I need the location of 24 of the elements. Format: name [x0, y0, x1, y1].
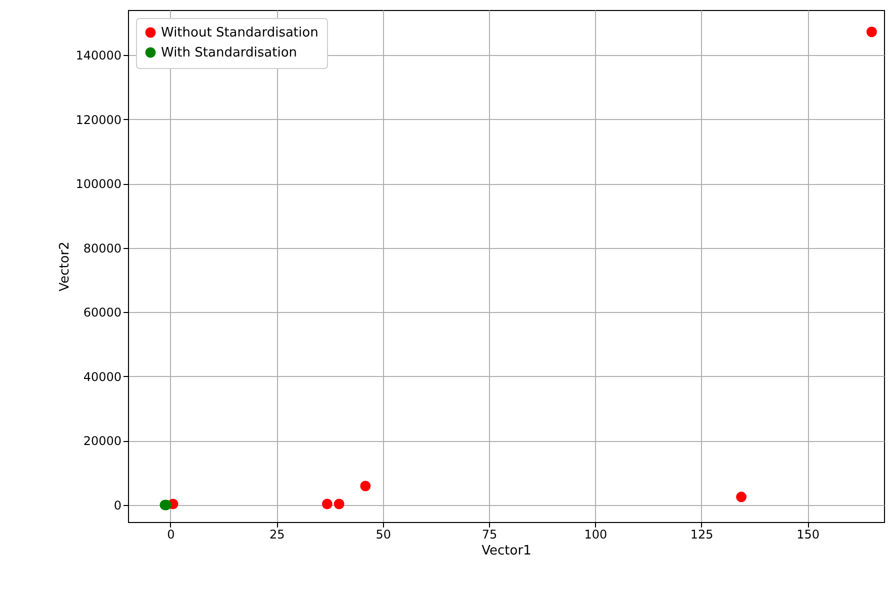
y-tick-label: 120000	[76, 112, 122, 127]
x-tick-label: 100	[584, 528, 608, 542]
point	[334, 498, 344, 510]
point	[360, 480, 371, 492]
y-tick-label: 40000	[83, 370, 122, 384]
y-tick-label: 140000	[76, 48, 122, 62]
x-axis-title: Vector1	[482, 544, 532, 558]
x-tick-label: 125	[690, 528, 714, 542]
x-tick-label: 0	[167, 528, 175, 542]
x-tick-label: 150	[796, 528, 820, 542]
y-tick-label: 0	[114, 498, 122, 512]
x-tick-label: 50	[376, 528, 391, 542]
y-axis-title: Vector2	[58, 242, 73, 292]
point	[322, 498, 332, 510]
y-tick-label: 20000	[83, 434, 122, 448]
y-tick-label: 100000	[76, 177, 122, 192]
point	[866, 26, 877, 38]
x-tick-label: 75	[482, 528, 498, 542]
point	[736, 492, 747, 502]
x-tick-label: 25	[270, 528, 285, 542]
y-tick-label: 80000	[83, 241, 122, 256]
legend-label: Without Standardisation	[161, 26, 318, 40]
y-tick-label: 60000	[83, 306, 122, 320]
legend-label: With Standardisation	[161, 46, 298, 60]
